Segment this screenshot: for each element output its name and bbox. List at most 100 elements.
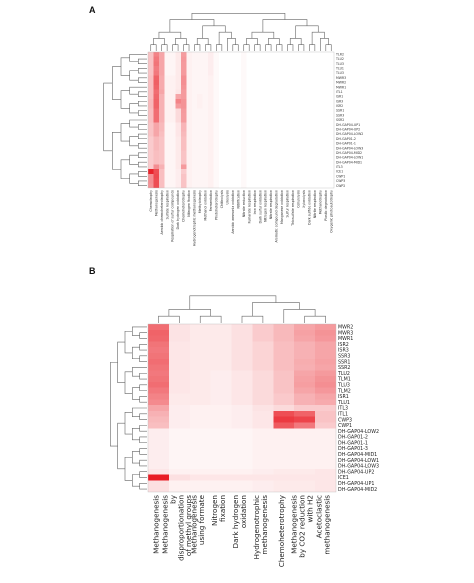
heatmap-cell [148, 108, 154, 114]
heatmap-cell [230, 178, 236, 184]
heatmap-cell [189, 393, 211, 400]
heatmap-cell [191, 155, 198, 161]
heatmap-cell [148, 364, 170, 371]
heatmap-cell [180, 66, 187, 71]
heatmap-cell [284, 66, 291, 71]
panel-b-heatmap: MWR2MWR3MWR1ISR2ISR3SSR3SSR1SSR2TLU2TLM1… [110, 295, 379, 567]
heatmap-cell [262, 112, 269, 118]
heatmap-cell [279, 141, 285, 146]
heatmap-cell [186, 112, 192, 118]
heatmap-cell [213, 178, 220, 184]
heatmap-cell [230, 84, 236, 90]
heatmap-cell [268, 155, 275, 161]
heatmap-cell [315, 324, 337, 330]
heatmap-cell [294, 416, 316, 423]
heatmap-cell [252, 370, 274, 377]
dendrogram-branch [132, 387, 140, 400]
column-label: Nitrogen respiration [264, 190, 268, 222]
heatmap-cell [202, 52, 209, 57]
heatmap-cell [301, 169, 307, 175]
row-label: DH-GAP04-UP2 [336, 127, 360, 131]
heatmap-cell [186, 89, 192, 95]
heatmap-cell [257, 52, 264, 57]
heatmap-cell [210, 376, 232, 383]
heatmap-cell [213, 56, 220, 62]
heatmap-cell [252, 399, 274, 406]
dendrogram-branch [311, 31, 325, 45]
heatmap-cell [202, 108, 209, 114]
heatmap-cell [241, 112, 247, 118]
heatmap-cell [323, 136, 329, 142]
heatmap-cell [295, 98, 302, 104]
heatmap-cell [231, 364, 253, 371]
row-label: DH-GAP04-MID2 [338, 487, 377, 493]
heatmap-cell [164, 173, 171, 179]
heatmap-cell [241, 173, 247, 179]
heatmap-cell [197, 66, 203, 71]
heatmap-cell [257, 103, 264, 109]
heatmap-cell [290, 127, 296, 132]
heatmap-cell [284, 183, 291, 189]
heatmap-cell [168, 457, 190, 464]
heatmap-cell [230, 183, 236, 189]
heatmap-cell [189, 468, 211, 475]
heatmap-cell [315, 416, 337, 423]
heatmap-cell [328, 141, 335, 146]
heatmap-cell [197, 52, 203, 57]
dendrogram-branch [138, 58, 147, 65]
heatmap-cell [186, 84, 192, 90]
heatmap-cell [186, 80, 192, 86]
heatmap-cell [262, 136, 269, 142]
heatmap-cell [294, 341, 316, 348]
heatmap-cell [306, 61, 313, 67]
heatmap-cell [268, 75, 275, 81]
dendrogram-branch [138, 100, 147, 107]
heatmap-cell [323, 89, 329, 95]
column-label: Ureolysis [225, 190, 229, 205]
column-label: Hydrogenotrophicmethanogenesis [252, 495, 269, 560]
column-label: Chemoheterotrophy [182, 190, 186, 222]
heatmap-cell [301, 183, 307, 189]
heatmap-cell [323, 127, 329, 132]
heatmap-cell [328, 178, 335, 184]
heatmap-cell [231, 393, 253, 400]
heatmap-cell [213, 94, 220, 100]
heatmap-cell [219, 80, 225, 86]
heatmap-cell [252, 376, 274, 383]
heatmap-cell [210, 439, 232, 446]
heatmap-cell [268, 52, 275, 57]
heatmap-cell [148, 150, 154, 156]
heatmap-cell [312, 84, 318, 90]
heatmap-cell [328, 136, 335, 142]
heatmap-cell [148, 422, 170, 429]
heatmap-cell [189, 347, 211, 354]
heatmap-cell [257, 98, 264, 104]
heatmap-cell [168, 364, 190, 371]
heatmap-cell [219, 122, 225, 128]
row-label: DH-GAP04-LOW1 [336, 156, 363, 160]
heatmap-cell [231, 445, 253, 452]
heatmap-cell [301, 127, 307, 132]
heatmap-cell [312, 94, 318, 100]
heatmap-cell [186, 169, 192, 175]
heatmap-cell [262, 150, 269, 156]
heatmap-cell [306, 108, 313, 114]
heatmap-cell [279, 183, 285, 189]
dendrogram-branch [129, 136, 139, 147]
heatmap-cell [290, 131, 296, 137]
heatmap-cell [323, 52, 329, 57]
heatmap-cell [197, 70, 203, 76]
heatmap-cell [290, 173, 296, 179]
heatmap-cell [295, 108, 302, 114]
heatmap-cell [210, 364, 232, 371]
heatmap-cell [312, 159, 318, 165]
heatmap-cell [306, 150, 313, 156]
heatmap-cell [312, 164, 318, 170]
heatmap-cell [210, 434, 232, 441]
heatmap-cell [197, 159, 203, 165]
dendrogram-branch [138, 124, 147, 130]
dendrogram-branch [139, 343, 147, 351]
heatmap-cell [219, 136, 225, 142]
heatmap-cell [180, 117, 187, 123]
heatmap-cell [312, 141, 318, 146]
